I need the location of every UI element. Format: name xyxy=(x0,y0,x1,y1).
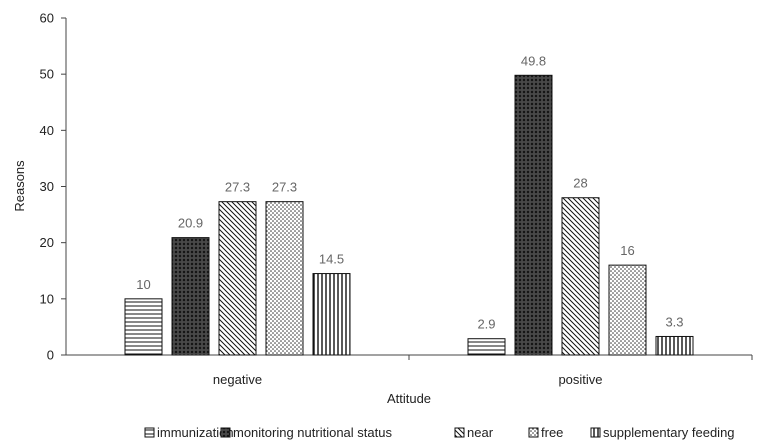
legend-swatch xyxy=(454,427,465,438)
data-label: 16 xyxy=(620,243,634,258)
legend-item: monitoring nutritional status xyxy=(220,425,392,440)
bar xyxy=(561,197,600,356)
data-label: 14.5 xyxy=(319,252,344,267)
bar xyxy=(312,273,351,356)
bar xyxy=(655,335,694,356)
data-label: 49.8 xyxy=(521,53,546,68)
y-tick-label: 10 xyxy=(40,291,54,306)
legend-swatch xyxy=(220,427,231,438)
legend-item: near xyxy=(454,425,494,440)
legend-label: immunization xyxy=(157,425,234,440)
x-tick-label: positive xyxy=(558,372,602,387)
legend-label: monitoring nutritional status xyxy=(233,425,392,440)
bar xyxy=(514,74,553,356)
data-label: 2.9 xyxy=(477,317,495,332)
y-axis-title: Reasons xyxy=(12,160,27,212)
legend-label: near xyxy=(467,425,494,440)
legend-swatch xyxy=(590,427,601,438)
bars xyxy=(124,74,694,356)
data-label: 10 xyxy=(136,277,150,292)
x-tick-label: negative xyxy=(213,372,262,387)
legend-swatch xyxy=(528,427,539,438)
legend-label: supplementary feeding xyxy=(603,425,735,440)
bar xyxy=(467,338,506,356)
data-label: 28 xyxy=(573,176,587,191)
bar xyxy=(171,237,210,356)
legend-swatch xyxy=(144,427,155,438)
legend-item: supplementary feeding xyxy=(590,425,735,440)
data-label: 27.3 xyxy=(272,180,297,195)
y-tick-label: 20 xyxy=(40,235,54,250)
bar xyxy=(608,264,647,356)
bar xyxy=(124,298,163,356)
y-tick-label: 40 xyxy=(40,123,54,138)
y-tick-label: 60 xyxy=(40,11,54,26)
x-axis-title: Attitude xyxy=(387,391,431,406)
data-labels: 10 2.9 20.9 49.8 27.3 28 27.3 16 14.5 3.3 xyxy=(136,53,683,331)
y-tick-label: 50 xyxy=(40,67,54,82)
data-label: 20.9 xyxy=(178,216,203,231)
y-tick-label: 0 xyxy=(47,348,54,363)
data-label: 27.3 xyxy=(225,180,250,195)
bar xyxy=(265,201,304,356)
legend-label: free xyxy=(541,425,563,440)
legend-item: immunization xyxy=(144,425,234,440)
y-tick-label: 30 xyxy=(40,179,54,194)
legend-item: free xyxy=(528,425,563,440)
bar xyxy=(218,201,257,356)
data-label: 3.3 xyxy=(665,314,683,329)
legend: immunization monitoring nutritional statu… xyxy=(144,425,735,440)
